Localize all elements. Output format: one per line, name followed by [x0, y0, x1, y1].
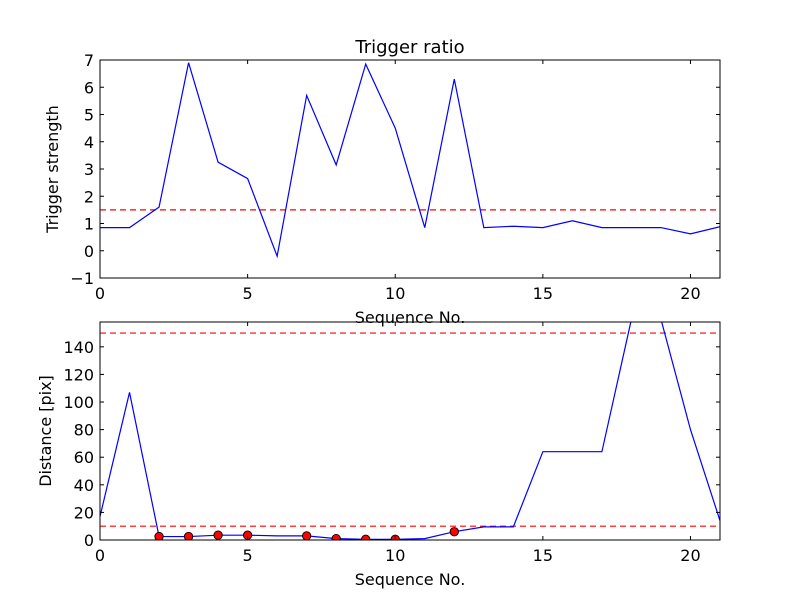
- y-tick-label: 2: [84, 187, 94, 206]
- y-tick-label: 40: [74, 476, 94, 495]
- y-tick-label: −1: [70, 269, 94, 288]
- x-axis-label: Sequence No.: [355, 308, 466, 327]
- y-tick-label: 5: [84, 106, 94, 125]
- y-tick-label: 4: [84, 133, 94, 152]
- x-tick-label: 10: [385, 284, 405, 303]
- axes-frame: [99, 321, 721, 541]
- x-tick-label: 5: [243, 546, 253, 565]
- chart-title: Trigger ratio: [354, 37, 464, 58]
- data-point-marker: [449, 527, 459, 537]
- y-tick-label: 140: [63, 338, 94, 357]
- y-tick-label: 3: [84, 160, 94, 179]
- series-line-0: [100, 322, 720, 540]
- y-tick-label: 0: [84, 531, 94, 550]
- data-point-marker: [361, 534, 371, 540]
- x-tick-label: 20: [680, 546, 700, 565]
- x-tick-label: 20: [680, 284, 700, 303]
- x-axis-label: Sequence No.: [355, 570, 466, 589]
- x-tick-label: 15: [533, 546, 553, 565]
- series-line-0: [100, 62, 720, 259]
- data-point-marker: [331, 533, 341, 540]
- data-point-marker: [183, 531, 194, 540]
- y-tick-label: 7: [84, 51, 94, 70]
- x-tick-label: 0: [95, 284, 105, 303]
- y-tick-label: 0: [84, 242, 94, 261]
- x-tick-label: 5: [243, 284, 253, 303]
- plot-area: [100, 62, 720, 259]
- y-tick-label: 1: [84, 215, 94, 234]
- y-tick-label: 80: [74, 421, 94, 440]
- y-tick-label: 120: [63, 365, 94, 384]
- y-axis-label: Distance [pix]: [36, 375, 55, 487]
- data-point-marker: [302, 531, 312, 540]
- distance-chart: 0 5 10 15 20 0 20 40 60 80 100 120 140 Sequence No. Di…: [36, 321, 721, 589]
- y-axis-label: Trigger strength: [43, 105, 62, 234]
- y-tick-label: 100: [63, 393, 94, 412]
- y-tick-label: 20: [74, 503, 94, 522]
- data-point-marker: [213, 530, 223, 540]
- x-tick-label: 0: [95, 546, 105, 565]
- x-tick-label: 10: [385, 546, 405, 565]
- y-tick-label: 6: [84, 78, 94, 97]
- x-tick-label: 15: [533, 284, 553, 303]
- data-point-marker: [154, 531, 164, 540]
- plot-area: [100, 322, 720, 540]
- y-tick-label: 60: [74, 448, 94, 467]
